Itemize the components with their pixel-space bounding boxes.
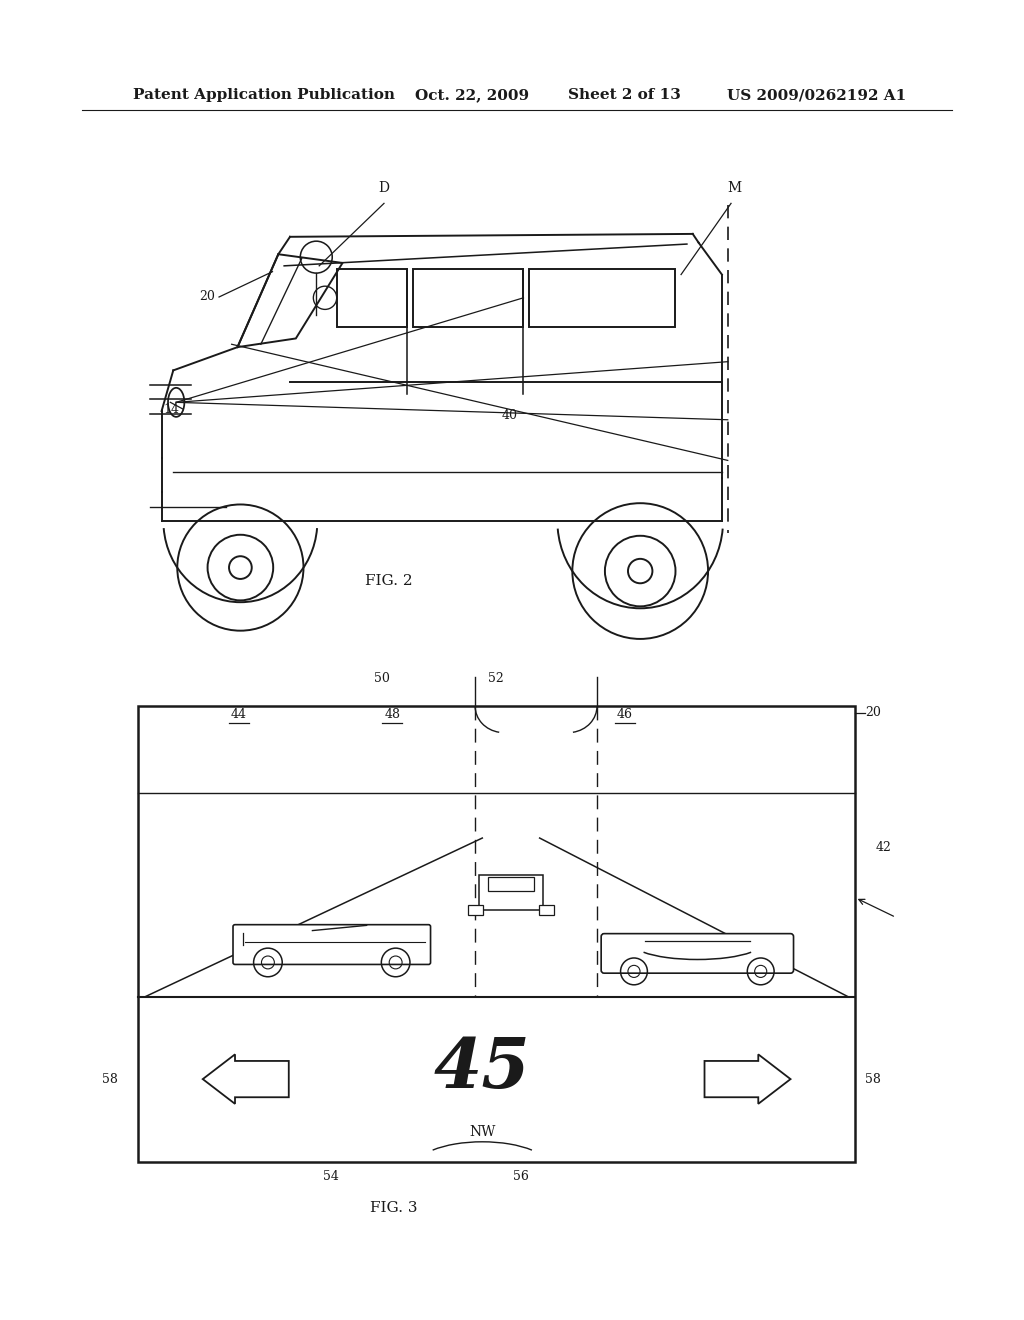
- Text: 54: 54: [323, 1170, 339, 1183]
- Text: 44: 44: [230, 708, 247, 721]
- FancyArrow shape: [705, 1055, 791, 1104]
- Text: FIG. 3: FIG. 3: [371, 1201, 418, 1216]
- FancyBboxPatch shape: [233, 925, 430, 965]
- Text: 50: 50: [374, 672, 390, 685]
- Bar: [539, 904, 554, 915]
- Bar: [479, 875, 543, 909]
- Text: Patent Application Publication: Patent Application Publication: [133, 88, 395, 102]
- Text: 58: 58: [101, 1073, 118, 1086]
- Text: FIG. 2: FIG. 2: [366, 574, 413, 587]
- Text: 20: 20: [199, 290, 215, 304]
- FancyArrow shape: [203, 1055, 289, 1104]
- Text: Oct. 22, 2009: Oct. 22, 2009: [415, 88, 528, 102]
- Text: Sheet 2 of 13: Sheet 2 of 13: [568, 88, 681, 102]
- Text: 40: 40: [502, 409, 518, 422]
- Text: M: M: [727, 181, 741, 195]
- Bar: [138, 706, 855, 1162]
- Text: 14: 14: [163, 403, 179, 416]
- Text: 42: 42: [876, 841, 892, 854]
- Text: US 2009/0262192 A1: US 2009/0262192 A1: [727, 88, 906, 102]
- Text: 20: 20: [865, 706, 882, 719]
- Text: 56: 56: [513, 1170, 529, 1183]
- Text: 52: 52: [487, 672, 504, 685]
- Bar: [488, 876, 534, 891]
- Bar: [468, 904, 483, 915]
- Text: 58: 58: [865, 1073, 882, 1086]
- Text: 45: 45: [434, 1035, 530, 1104]
- Text: 46: 46: [616, 708, 633, 721]
- Text: NW: NW: [469, 1125, 496, 1139]
- Text: D: D: [379, 181, 389, 195]
- FancyBboxPatch shape: [601, 933, 794, 973]
- Text: 48: 48: [384, 708, 400, 721]
